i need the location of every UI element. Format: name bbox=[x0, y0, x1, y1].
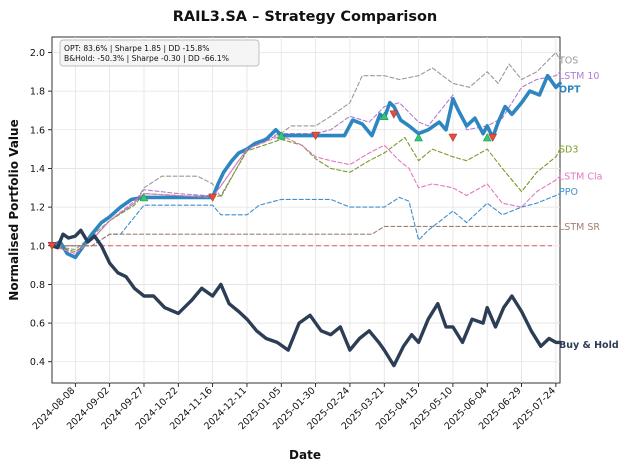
end-label-lstm-sr: LSTM SR bbox=[559, 222, 600, 233]
annotation-line-1: OPT: 83.6% | Sharpe 1.85 | DD -15.8% bbox=[64, 44, 209, 53]
y-tick-label: 1.2 bbox=[30, 203, 45, 214]
y-tick-label: 1.4 bbox=[30, 164, 45, 175]
sell-marker bbox=[311, 131, 321, 141]
y-tick-label: 0.4 bbox=[30, 357, 45, 368]
x-axis-label: Date bbox=[289, 448, 321, 462]
buy-marker bbox=[139, 192, 149, 202]
end-label-lstm-cla: LSTM Cla bbox=[559, 172, 602, 183]
series-line-ppo bbox=[51, 193, 561, 247]
x-axis: 2024-08-082024-09-022024-09-272024-10-22… bbox=[31, 383, 558, 432]
sell-marker bbox=[389, 110, 399, 119]
end-label-sd3: SD3 bbox=[559, 145, 578, 156]
series-line-sd3 bbox=[51, 136, 561, 253]
end-label-tos: TOS bbox=[558, 56, 578, 67]
buy-marker bbox=[379, 111, 389, 121]
series-line-tos bbox=[51, 51, 561, 251]
y-axis-label: Normalised Portfolio Value bbox=[7, 119, 21, 300]
y-tick-label: 0.8 bbox=[30, 280, 45, 291]
y-tick-label: 0.6 bbox=[30, 319, 45, 330]
end-labels: TOS LSTM 10 OPT SD3 LSTM Cla PPO LSTM SR Buy & … bbox=[558, 56, 619, 351]
buy-marker bbox=[482, 132, 492, 142]
buy-marker bbox=[276, 131, 286, 140]
trade-markers bbox=[47, 110, 498, 251]
sell-marker bbox=[47, 242, 57, 251]
series-line-lstm-sr bbox=[51, 225, 561, 247]
sell-marker bbox=[488, 133, 498, 143]
series-line-buy-hold bbox=[50, 228, 562, 368]
plot-frame bbox=[51, 36, 561, 384]
end-label-lstm-10: LSTM 10 bbox=[559, 71, 599, 82]
end-label-buy-hold: Buy & Hold bbox=[559, 340, 619, 351]
y-tick-label: 1.0 bbox=[30, 241, 45, 252]
series-line-lstm-cla bbox=[51, 135, 561, 255]
y-tick-label: 2.0 bbox=[30, 48, 45, 59]
end-label-ppo: PPO bbox=[559, 187, 578, 198]
y-tick-label: 1.6 bbox=[30, 125, 45, 136]
end-label-opt: OPT bbox=[559, 85, 581, 96]
y-tick-label: 1.8 bbox=[30, 87, 45, 98]
y-axis: 0.4 0.6 0.8 1.0 1.2 1.4 1.6 1.8 2.0 bbox=[30, 48, 52, 368]
chart-title: RAIL3.SA – Strategy Comparison bbox=[173, 9, 438, 25]
buy-marker bbox=[414, 132, 424, 142]
grid bbox=[52, 37, 560, 383]
annotation-line-2: B&Hold: -50.3% | Sharpe -0.30 | DD -66.1… bbox=[64, 54, 229, 63]
annotation-box: OPT: 83.6% | Sharpe 1.85 | DD -15.8% B&H… bbox=[59, 39, 260, 67]
sell-marker bbox=[448, 133, 458, 143]
sell-marker bbox=[208, 193, 218, 202]
series-group bbox=[50, 51, 562, 368]
